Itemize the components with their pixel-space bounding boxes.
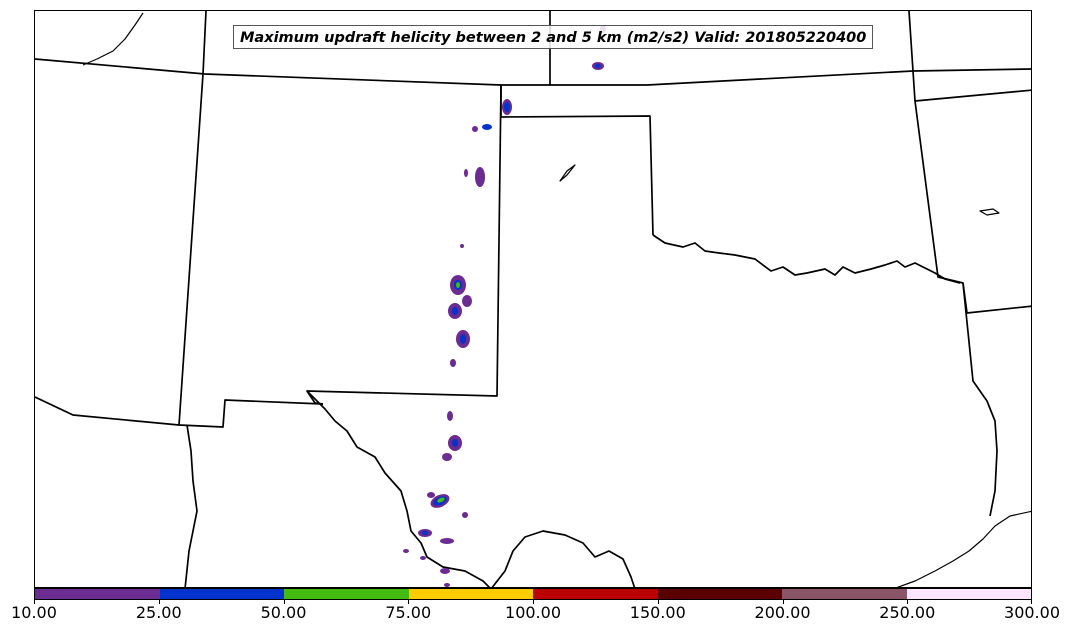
colorbar-tick-label: 10.00 xyxy=(11,603,57,622)
helicity-cell xyxy=(452,307,458,315)
helicity-cell xyxy=(427,492,435,498)
helicity-cell xyxy=(462,295,472,307)
border-co-west xyxy=(178,11,324,428)
helicity-cell xyxy=(475,167,485,187)
colorbar-tick-label: 100.00 xyxy=(505,603,561,622)
colorbar-tick xyxy=(533,600,534,604)
colorbar-tick xyxy=(657,600,659,604)
border-red-river xyxy=(652,234,961,284)
helicity-cell xyxy=(440,538,454,544)
helicity-cell xyxy=(504,102,510,112)
colorbar-tick-label: 300.00 xyxy=(1004,603,1060,622)
colorbar-segment xyxy=(35,589,160,599)
map-panel: Maximum updraft helicity between 2 and 5… xyxy=(34,10,1032,588)
border-la xyxy=(962,282,998,517)
helicity-cell xyxy=(460,334,466,344)
colorbar-segment xyxy=(408,589,533,599)
colorbar-tick-label: 75.00 xyxy=(385,603,432,622)
lake-east xyxy=(979,208,1000,216)
helicity-cell xyxy=(450,359,456,367)
map-title: Maximum updraft helicity between 2 and 5… xyxy=(233,25,874,49)
colorbar-segment xyxy=(657,589,782,599)
colorbar-tick xyxy=(907,600,909,604)
helicity-cell xyxy=(595,64,601,68)
border-ok-east xyxy=(914,100,1031,314)
colorbar-tick xyxy=(782,600,784,604)
colorbar-segment xyxy=(159,589,284,599)
border-mexico-lower xyxy=(491,530,636,587)
border-nm-ok xyxy=(306,84,502,405)
state-boundaries xyxy=(35,11,1031,587)
colorbar-tick xyxy=(1031,600,1032,604)
colorbar xyxy=(34,588,1032,600)
helicity-cell xyxy=(460,244,464,248)
map-canvas xyxy=(35,11,1031,587)
helicity-cell xyxy=(444,583,450,587)
helicity-cell xyxy=(472,126,478,132)
helicity-cell xyxy=(440,568,450,574)
colorbar-tick xyxy=(34,600,35,604)
colorbar-tick xyxy=(408,600,410,604)
colorbar-tick-label: 150.00 xyxy=(629,603,686,622)
border-rio-grande xyxy=(306,390,491,587)
border-mo-ar xyxy=(908,11,1031,102)
border-az-nm xyxy=(35,396,180,426)
colorbar-segment xyxy=(906,589,1031,599)
lake-small xyxy=(559,164,576,182)
helicity-cell xyxy=(442,453,452,461)
colorbar-tick xyxy=(158,600,160,604)
border-co-north xyxy=(35,58,1031,86)
helicity-swaths xyxy=(270,25,606,587)
helicity-cell xyxy=(482,124,492,130)
coast-northwest xyxy=(82,12,144,66)
colorbar-tick xyxy=(283,600,285,604)
helicity-cell xyxy=(420,556,426,560)
helicity-cell xyxy=(452,439,458,447)
border-ok-ks xyxy=(500,85,654,236)
colorbar-segment xyxy=(284,589,409,599)
colorbar-tick-label: 200.00 xyxy=(754,603,811,622)
helicity-cell xyxy=(462,512,468,518)
colorbar-tick-label: 50.00 xyxy=(260,603,307,622)
colorbar-tick-label: 250.00 xyxy=(879,603,936,622)
helicity-cell xyxy=(447,411,453,421)
helicity-cell xyxy=(456,282,460,288)
colorbar-segment xyxy=(782,589,907,599)
gulf-coast xyxy=(896,510,1031,587)
helicity-cell xyxy=(464,169,468,177)
colorbar-segment xyxy=(533,589,658,599)
helicity-cell xyxy=(437,497,445,503)
helicity-cell xyxy=(403,549,409,553)
colorbar-tick-label: 25.00 xyxy=(135,603,182,622)
helicity-cell xyxy=(422,531,428,535)
border-mx-west xyxy=(184,424,198,587)
